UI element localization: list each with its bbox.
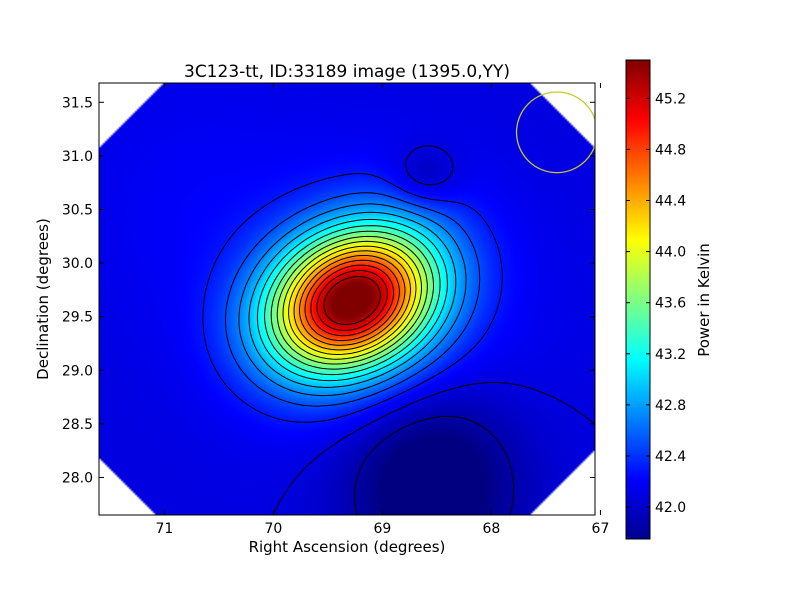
contour-line bbox=[304, 259, 400, 342]
contour-line bbox=[238, 203, 467, 397]
contour-line bbox=[323, 276, 381, 325]
contour-line bbox=[316, 270, 388, 331]
beam-circle bbox=[515, 91, 595, 174]
colorbar-label: Power in Kelvin bbox=[695, 243, 713, 357]
x-tick-label: 68 bbox=[483, 521, 501, 537]
contour-line bbox=[248, 211, 457, 388]
y-tick-label: 30.0 bbox=[62, 256, 93, 272]
colorbar-tick-label: 44.0 bbox=[655, 245, 686, 261]
contour-line bbox=[299, 255, 406, 346]
y-tick-label: 31.5 bbox=[62, 95, 93, 111]
contour-line bbox=[282, 240, 422, 360]
contour-line bbox=[293, 250, 411, 351]
y-tick-label: 28.0 bbox=[62, 470, 93, 486]
contour-line bbox=[310, 264, 395, 337]
contour-line bbox=[224, 192, 481, 407]
colorbar-tick-label: 43.2 bbox=[655, 347, 686, 363]
plot-area bbox=[99, 83, 595, 515]
colorbar-tick-label: 44.8 bbox=[655, 142, 686, 158]
x-tick-label: 71 bbox=[155, 521, 173, 537]
colorbar-gradient bbox=[626, 60, 650, 539]
x-tick-label: 67 bbox=[592, 521, 610, 537]
colorbar-ticks: 42.0 42.4 42.8 43.2 43.6 44.0 44.4 44.8 45.2 bbox=[626, 91, 686, 516]
colorbar-tick-label: 42.8 bbox=[655, 398, 686, 414]
colorbar-tick-label: 45.2 bbox=[655, 91, 686, 107]
x-tick-label: 70 bbox=[265, 521, 283, 537]
x-tick-label: 69 bbox=[374, 521, 392, 537]
x-axis: 71 70 69 68 67 bbox=[155, 83, 609, 537]
chart-title: 3C123-tt, ID:33189 image (1395.0,YY) bbox=[184, 62, 510, 82]
colorbar-frame bbox=[625, 59, 651, 540]
contour-line bbox=[354, 415, 515, 515]
contour-line bbox=[270, 230, 434, 370]
contour-line bbox=[256, 218, 448, 382]
colorbar-tick-label: 44.4 bbox=[655, 194, 686, 210]
contour-line bbox=[272, 145, 595, 515]
x-axis-label: Right Ascension (degrees) bbox=[249, 538, 446, 556]
plot-frame bbox=[98, 82, 596, 516]
y-axis-label: Declination (degrees) bbox=[34, 218, 52, 380]
colorbar: 42.0 42.4 42.8 43.2 43.6 44.0 44.4 44.8 45.2 Pow… bbox=[625, 59, 713, 540]
colorbar-tick-label: 42.0 bbox=[655, 500, 686, 516]
y-tick-label: 30.5 bbox=[62, 202, 93, 218]
y-axis: 28.0 28.5 29.0 29.5 30.0 30.5 31.0 31.5 bbox=[62, 95, 595, 486]
contour-line bbox=[264, 225, 441, 376]
y-tick-label: 29.5 bbox=[62, 310, 93, 326]
contour-lines bbox=[202, 145, 595, 515]
heatmap-image bbox=[99, 83, 595, 515]
y-tick-label: 29.0 bbox=[62, 363, 93, 379]
colorbar-tick-label: 42.4 bbox=[655, 449, 686, 465]
contour-line bbox=[288, 245, 417, 355]
contour-line bbox=[202, 173, 503, 423]
y-tick-label: 28.5 bbox=[62, 417, 93, 433]
y-tick-label: 31.0 bbox=[62, 149, 93, 165]
colorbar-tick-label: 43.6 bbox=[655, 296, 686, 312]
contour-line bbox=[276, 235, 428, 365]
